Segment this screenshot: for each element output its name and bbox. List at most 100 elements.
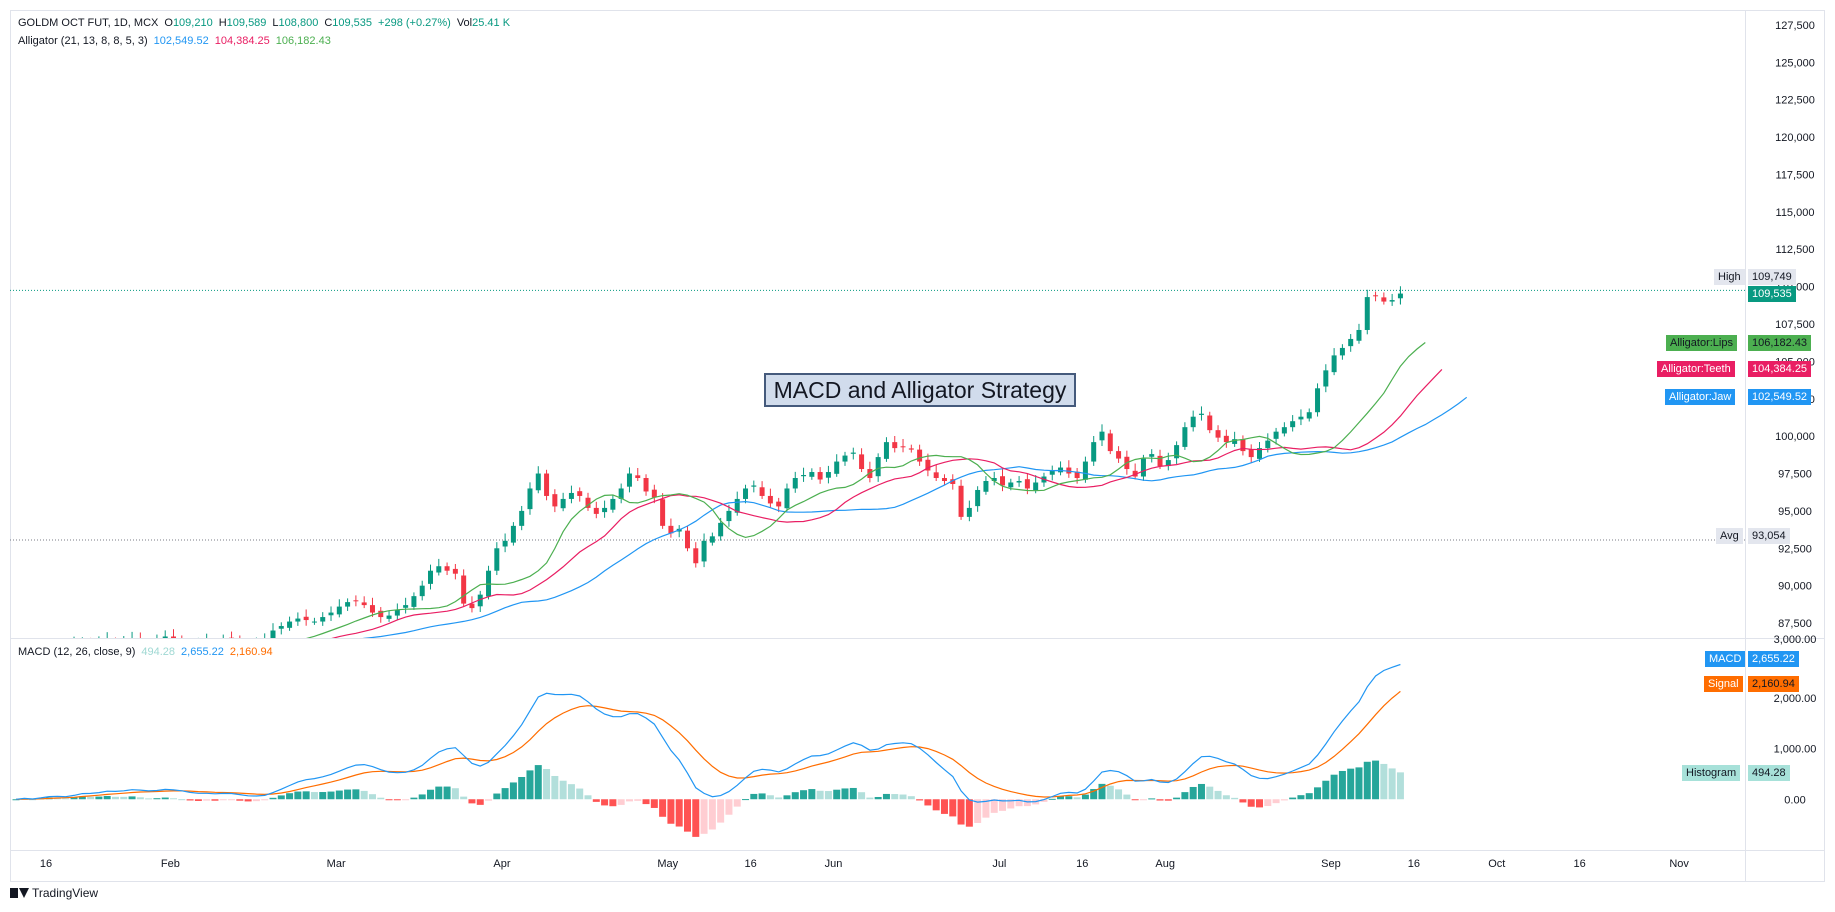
histogram-bar <box>1264 799 1272 807</box>
candle-body <box>801 475 807 477</box>
symbol-name[interactable]: GOLDM OCT FUT, 1D, MCX <box>18 17 159 29</box>
candle-body <box>419 585 425 597</box>
histogram-bar <box>816 790 824 800</box>
histogram-bar <box>659 799 667 817</box>
tradingview-logo[interactable]: TradingView <box>10 886 98 900</box>
histogram-bar <box>228 799 236 801</box>
candle-body <box>817 472 823 480</box>
histogram-bar <box>12 799 20 801</box>
candle-body <box>618 488 624 499</box>
histogram-bar <box>460 796 468 800</box>
histogram-bar <box>1015 799 1023 807</box>
histogram-bar <box>858 792 866 800</box>
histogram-bar <box>203 799 211 801</box>
macd-axis-value: 2,655.22 <box>1748 651 1799 667</box>
price-tick-label: 95,000 <box>1778 506 1812 518</box>
candle-body <box>146 642 151 643</box>
candle-body <box>809 472 815 477</box>
jaw-axis-label: Alligator:Jaw <box>1665 389 1736 405</box>
histogram-bar <box>402 799 410 801</box>
histogram-bar <box>410 797 418 800</box>
histogram-bar <box>277 795 285 800</box>
candle-body <box>941 478 947 481</box>
histogram-bar <box>1363 761 1371 800</box>
histogram-bar <box>683 799 691 832</box>
histogram-bar <box>111 796 119 800</box>
macd-tick-label: 1,000.00 <box>1774 744 1817 756</box>
candle-body <box>105 639 110 640</box>
candle-body <box>1182 427 1188 447</box>
histogram-bar <box>1239 799 1247 803</box>
histogram-bar <box>949 799 957 817</box>
candle-body <box>295 618 301 622</box>
candle-body <box>635 475 641 479</box>
histogram-bar <box>841 788 849 800</box>
histogram-bar <box>1139 799 1147 801</box>
histogram-bar <box>1057 796 1065 800</box>
histogram-bar <box>427 789 434 800</box>
macd-line <box>15 663 1401 803</box>
histogram-bar <box>87 796 95 800</box>
alligator-legend[interactable]: Alligator (21, 13, 8, 8, 5, 3) 102,549.52… <box>18 35 337 47</box>
histogram-bar <box>62 798 70 800</box>
candle-body <box>502 540 508 547</box>
histogram-bar <box>999 799 1007 811</box>
histogram-bar <box>965 799 973 827</box>
candle-body <box>1074 471 1080 479</box>
candle-body <box>602 507 608 513</box>
candle-body <box>1381 297 1387 302</box>
high-label: High <box>1714 269 1745 285</box>
histogram-bar <box>1222 795 1230 800</box>
histogram-bar <box>219 799 227 801</box>
candle-body <box>1232 439 1238 444</box>
candle-body <box>1331 355 1337 373</box>
time-tick-label: Apr <box>493 858 510 870</box>
candle-body <box>958 485 964 517</box>
histogram-bar <box>443 786 451 800</box>
histogram-bar <box>543 769 551 800</box>
price-tick-label: 87,500 <box>1778 618 1812 630</box>
price-tick-label: 92,500 <box>1778 543 1812 555</box>
candle-body <box>1306 412 1312 419</box>
candle-body <box>875 457 881 477</box>
histogram-bar <box>269 797 277 800</box>
teeth-axis-label: Alligator:Teeth <box>1657 361 1735 377</box>
histogram-bar <box>509 782 517 800</box>
candle-body <box>751 485 757 487</box>
macd-axis-label: MACD <box>1705 651 1746 667</box>
histogram-bar <box>161 797 169 800</box>
strategy-title-box[interactable]: MACD and Alligator Strategy <box>764 373 1076 407</box>
candle-body <box>179 639 184 642</box>
ohlc-h-label: H <box>218 17 227 29</box>
histogram-bar <box>559 780 567 800</box>
candle-body <box>403 605 409 608</box>
histogram-bar <box>849 787 857 800</box>
candle-body <box>535 473 541 491</box>
candle-body <box>369 605 375 613</box>
candle-body <box>204 641 209 642</box>
candle-body <box>734 498 740 513</box>
histogram-bar <box>120 796 128 800</box>
candle-body <box>991 478 997 481</box>
candle-body <box>900 446 906 448</box>
histogram-bar <box>617 799 625 805</box>
histogram-bar <box>708 799 716 830</box>
candle-body <box>966 507 972 517</box>
histogram-bar <box>1396 772 1404 800</box>
histogram-bar <box>1380 763 1388 800</box>
histogram-bar <box>717 799 725 823</box>
candle-body <box>212 642 217 643</box>
price-pane <box>73 286 1468 643</box>
histogram-bar <box>592 799 600 802</box>
candle-body <box>477 594 483 607</box>
histogram-bar <box>186 799 194 801</box>
macd-legend[interactable]: MACD (12, 26, close, 9) 494.28 2,655.22 2,1… <box>18 646 279 658</box>
alligator-jaw-value: 102,549.52 <box>153 35 209 47</box>
histogram-bar <box>1048 798 1056 800</box>
candle-body <box>950 479 956 484</box>
histogram-bar <box>766 795 774 800</box>
candle-body <box>1207 415 1213 431</box>
candle-body <box>1082 461 1088 480</box>
candle-body <box>552 494 558 507</box>
